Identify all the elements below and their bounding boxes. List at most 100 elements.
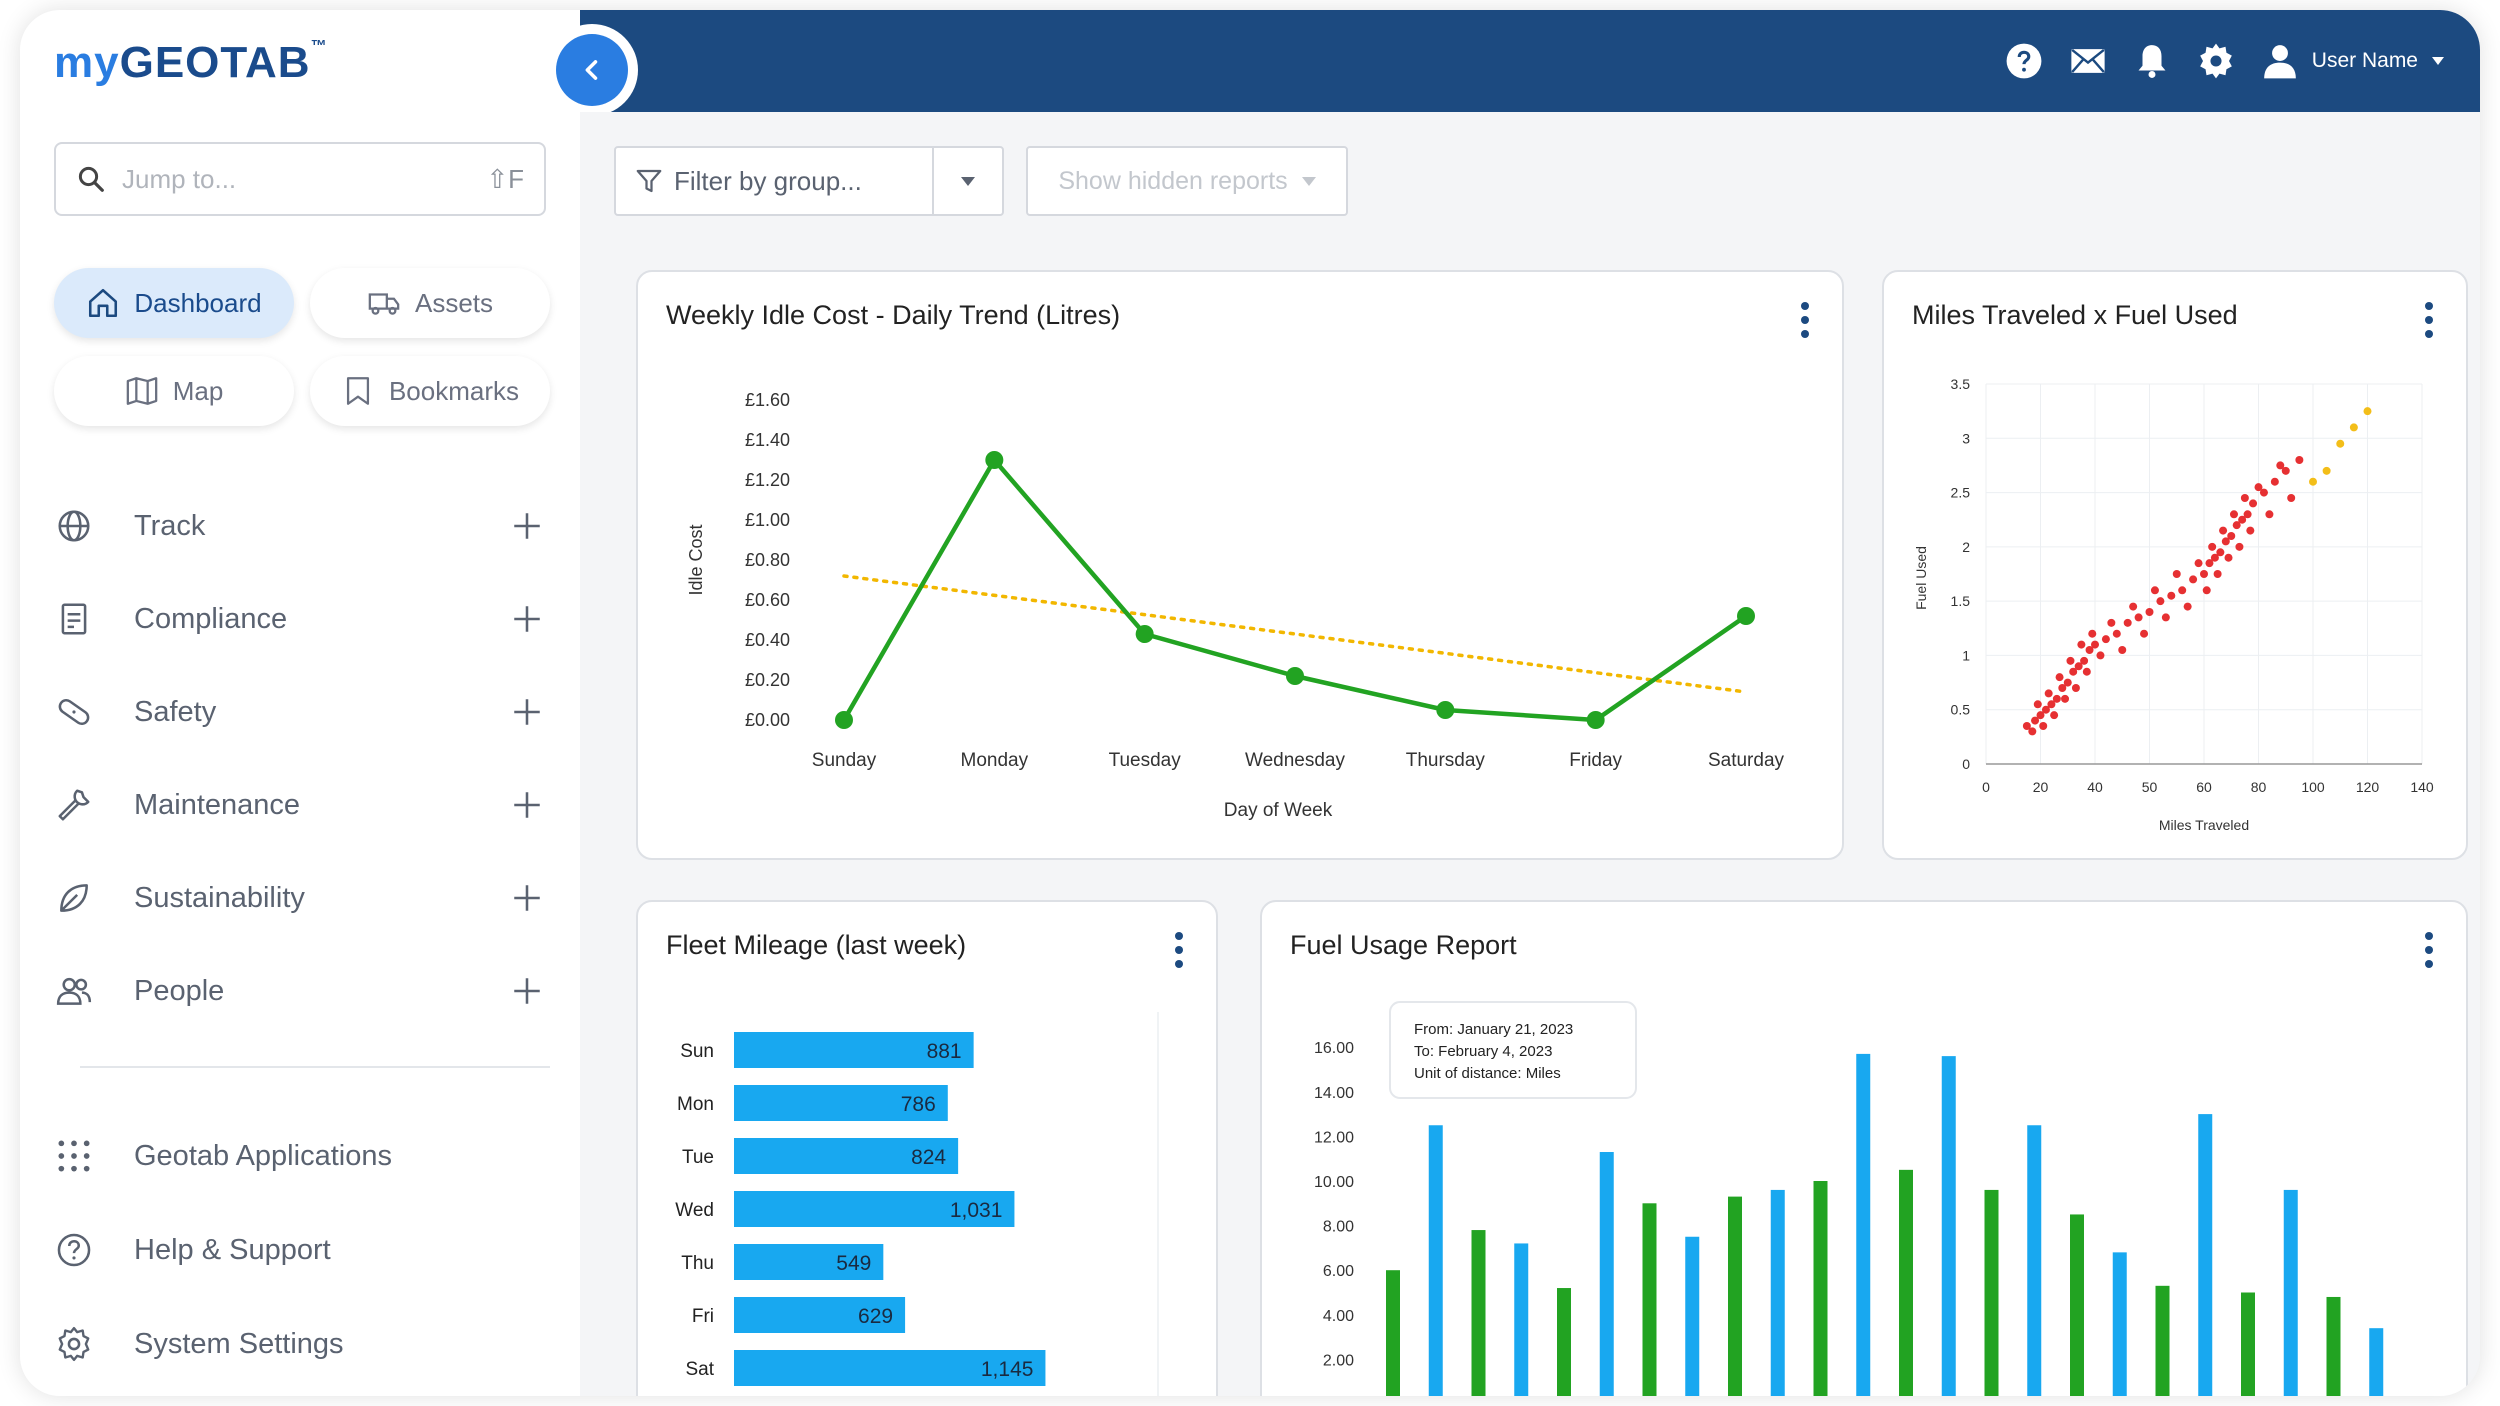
scatter-point (2287, 494, 2296, 502)
settings-gear-icon[interactable] (2196, 41, 2236, 81)
y-tick-label: 12.00 (1314, 1129, 1354, 1146)
trend-line (842, 574, 1748, 694)
data-point (1286, 667, 1304, 685)
mail-icon[interactable] (2068, 41, 2108, 81)
grid-icon (58, 1140, 90, 1172)
plus-icon[interactable] (510, 509, 544, 543)
miles-fuel-card: 0 0.5 1 1.5 2 2.5 3 3.5 0 20 40 50 60 80 100 120 140 Mile… (1882, 270, 2468, 860)
tooltip-line: To: February 4, 2023 (1414, 1043, 1552, 1060)
scatter-point (2309, 477, 2317, 486)
tooltip-line: Unit of distance: Miles (1414, 1065, 1561, 1082)
user-name[interactable]: User Name (2311, 49, 2418, 72)
y-tick-label: 3 (1962, 430, 1970, 446)
scatter-point (2129, 602, 2138, 611)
card-menu-button[interactable] (1172, 932, 1186, 972)
plus-icon[interactable] (510, 788, 544, 822)
scatter-point (2150, 586, 2159, 595)
nav-label: Track (134, 509, 206, 542)
plus-icon[interactable] (510, 602, 544, 636)
data-point (835, 711, 853, 729)
user-icon[interactable] (2260, 41, 2300, 81)
fuel-bar (2198, 1114, 2213, 1396)
quick-link-map[interactable]: Map (54, 356, 294, 426)
nav-item-safety[interactable]: Safety (54, 682, 564, 742)
search-placeholder: Jump to... (122, 163, 237, 194)
filter-dropdown-button[interactable] (934, 148, 1002, 214)
miles-fuel-chart: 0 0.5 1 1.5 2 2.5 3 3.5 0 20 40 50 60 80 100 120 140 Mile… (1913, 376, 2434, 833)
clipboard-icon (61, 603, 87, 635)
jump-to-search[interactable]: Jump to... ⇧F (54, 142, 546, 216)
bell-icon[interactable] (2132, 41, 2172, 81)
scatter-point (2221, 537, 2230, 546)
y-tick-label: £0.00 (745, 710, 790, 730)
scatter-point (2088, 629, 2097, 638)
group-filter[interactable]: Filter by group... (614, 146, 1004, 216)
search-icon (78, 166, 104, 192)
fleet-mileage-card: Sun 881 Mon 786 Tue 824 Wed 1,031 Thu 549 Fri 629 Sa… (636, 900, 1218, 1396)
nav-item-track[interactable]: Track (54, 496, 564, 556)
nav-item-help-support[interactable]: Help & Support (54, 1220, 564, 1280)
sidebar-divider (80, 1066, 550, 1068)
plus-icon[interactable] (510, 695, 544, 729)
scatter-point (2082, 667, 2091, 676)
fuel-bar (1557, 1288, 1571, 1396)
scatter-point (2140, 629, 2149, 638)
help-icon[interactable] (2004, 41, 2044, 81)
quick-link-assets[interactable]: Assets (310, 268, 550, 338)
y-tick-label: £1.60 (745, 390, 790, 410)
filter-input[interactable]: Filter by group... (616, 148, 934, 214)
mileage-bar (734, 1138, 959, 1174)
date-range-tooltip (1389, 1001, 1637, 1099)
scatter-point (2227, 532, 2236, 540)
scatter-point (2058, 684, 2067, 692)
nav-label: Maintenance (134, 788, 301, 821)
card-menu-button[interactable] (2422, 302, 2436, 342)
scatter-point (2063, 678, 2072, 687)
nav-item-geotab-applications[interactable]: Geotab Applications (54, 1126, 564, 1186)
y-tick-label: £0.20 (745, 670, 790, 690)
scatter-point (2200, 570, 2208, 578)
show-hidden-reports-dropdown[interactable]: Show hidden reports (1026, 146, 1348, 216)
y-tick-label: 1.5 (1951, 593, 1971, 609)
mileage-bar (734, 1244, 884, 1280)
scatter-point (2235, 542, 2244, 551)
mygeotab-logo[interactable]: myGEOTAB™ (54, 38, 328, 87)
scatter-point (2145, 608, 2154, 616)
dropdown-arrow-icon (961, 176, 975, 186)
scatter-point (2069, 667, 2078, 676)
scatter-point (2363, 407, 2372, 416)
quick-link-dashboard[interactable]: Dashboard (54, 268, 294, 338)
truck-icon (368, 293, 400, 315)
data-point (1737, 607, 1755, 625)
fuel-bar (1642, 1203, 1657, 1396)
collapse-sidebar-button[interactable] (546, 24, 638, 116)
quick-link-bookmarks[interactable]: Bookmarks (310, 356, 550, 426)
nav-item-sustainability[interactable]: Sustainability (54, 868, 564, 928)
user-menu-caret-icon[interactable] (2432, 57, 2444, 65)
plus-icon[interactable] (510, 881, 544, 915)
x-tick-label: Tuesday (1109, 750, 1182, 771)
nav-item-system-settings[interactable]: System Settings (54, 1314, 564, 1374)
fuel-bar (1728, 1196, 1742, 1396)
fuel-bar (1941, 1056, 1956, 1396)
idle-cost-card: £0.00 £0.20 £0.40 £0.60 £0.80 £1.00 £1.20 £1.40… (636, 270, 1844, 860)
bar-value-label: 629 (858, 1305, 893, 1328)
scatter-point (2123, 618, 2132, 627)
scatter-point (2265, 510, 2274, 519)
scatter-point (2066, 656, 2075, 665)
x-axis-label: Miles Traveled (2159, 817, 2249, 833)
card-menu-button[interactable] (2422, 932, 2436, 972)
nav-item-people[interactable]: People (54, 961, 564, 1021)
filter-icon (636, 169, 662, 193)
bar-value-label: 824 (911, 1146, 946, 1169)
map-icon (126, 377, 158, 405)
scatter-point (2031, 716, 2040, 725)
scatter-point (2276, 461, 2285, 470)
nav-item-compliance[interactable]: Compliance (54, 589, 564, 649)
scatter-point (2044, 689, 2053, 698)
card-menu-button[interactable] (1798, 302, 1812, 342)
fuel-bar (1471, 1230, 1486, 1396)
nav-item-maintenance[interactable]: Maintenance (54, 775, 564, 835)
plus-icon[interactable] (510, 974, 544, 1008)
bar-value-label: 786 (901, 1093, 936, 1116)
